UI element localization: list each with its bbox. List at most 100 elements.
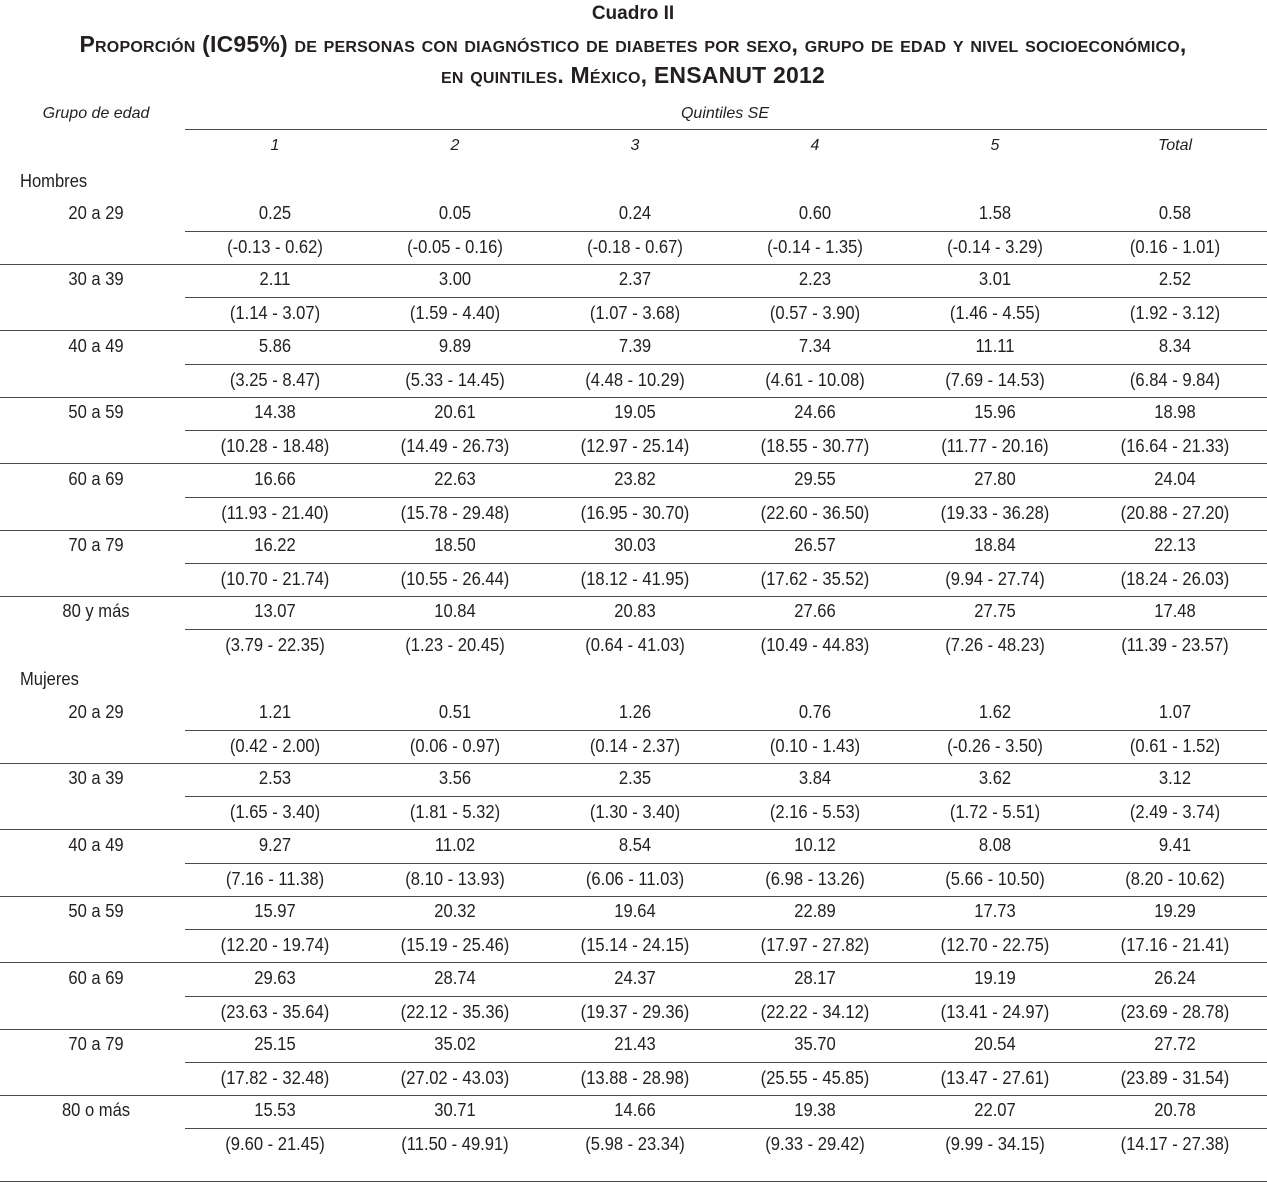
estimate-cell: 15.53: [254, 1100, 296, 1121]
estimate-cell: 19.19: [974, 967, 1016, 988]
ci-cell: (-0.14 - 1.35): [767, 237, 863, 257]
row-subdivider: [185, 496, 1267, 498]
ci-cell: (2.49 - 3.74): [1129, 802, 1221, 823]
ci-cell: (1.23 - 20.45): [405, 635, 505, 656]
ci-cell: (22.12 - 35.36): [400, 1001, 510, 1022]
ci-cell: (1.07 - 3.68): [589, 303, 681, 324]
estimate-cell: 19.29: [1154, 901, 1196, 922]
column-header: Total: [1157, 137, 1193, 154]
table-bottom-rule: [0, 1181, 1267, 1182]
section-label: Hombres: [20, 171, 88, 191]
table-number: Cuadro II: [591, 3, 675, 24]
estimate-cell: 3.84: [798, 768, 832, 789]
ci-cell: (23.63 - 35.64): [220, 1001, 330, 1022]
ci-cell: (2.16 - 5.53): [769, 802, 861, 823]
ci-cell: (11.93 - 21.40): [221, 502, 329, 523]
estimate-cell: 0.24: [618, 203, 652, 223]
estimate-cell: 0.60: [798, 203, 832, 223]
estimate-cell: 8.34: [1158, 335, 1192, 356]
estimate-cell: 2.37: [618, 269, 652, 290]
estimate-cell: 7.39: [618, 335, 652, 356]
ci-cell: (0.06 - 0.97): [409, 736, 501, 756]
ci-cell: (3.25 - 8.47): [229, 369, 321, 390]
age-group-label: 30 a 39: [68, 768, 124, 789]
estimate-cell: 28.74: [434, 967, 476, 988]
estimate-cell: 0.58: [1158, 203, 1192, 223]
ci-cell: (4.61 - 10.08): [765, 369, 865, 390]
row-divider: [0, 264, 1267, 265]
ci-cell: (23.69 - 28.78): [1120, 1001, 1230, 1022]
ci-cell: (20.88 - 27.20): [1120, 502, 1230, 523]
row-subdivider: [185, 563, 1267, 564]
estimate-cell: 27.66: [794, 601, 836, 622]
row-subdivider: [185, 796, 1267, 798]
ci-cell: (11.50 - 49.91): [401, 1134, 509, 1155]
column-header: 3: [630, 137, 640, 154]
estimate-cell: 16.66: [254, 468, 296, 489]
ci-cell: (6.84 - 9.84): [1129, 369, 1221, 390]
ci-cell: (27.02 - 43.03): [400, 1068, 510, 1088]
age-group-label: 60 a 69: [68, 468, 124, 489]
ci-cell: (3.79 - 22.35): [225, 635, 325, 656]
row-divider: [0, 829, 1267, 831]
ci-cell: (1.65 - 3.40): [229, 802, 321, 823]
estimate-cell: 26.57: [794, 535, 836, 555]
estimate-cell: 3.62: [978, 768, 1012, 789]
estimate-cell: 1.07: [1158, 702, 1192, 722]
estimate-cell: 18.98: [1154, 402, 1196, 423]
estimate-cell: 25.15: [254, 1034, 296, 1054]
age-group-label: 50 a 59: [68, 402, 124, 423]
ci-cell: (1.46 - 4.55): [949, 303, 1041, 324]
estimate-cell: 20.83: [614, 601, 656, 622]
ci-cell: (6.06 - 11.03): [585, 868, 685, 889]
ci-cell: (1.59 - 4.40): [409, 303, 501, 324]
ci-cell: (16.95 - 30.70): [580, 502, 690, 523]
ci-cell: (17.97 - 27.82): [760, 935, 870, 956]
ci-cell: (0.10 - 1.43): [769, 736, 861, 756]
age-group-label: 40 a 49: [68, 335, 124, 356]
row-subdivider: [185, 929, 1267, 931]
estimate-cell: 14.38: [254, 402, 296, 423]
estimate-cell: 14.66: [614, 1100, 656, 1121]
row-divider: [0, 895, 1267, 897]
age-group-label: 40 a 49: [68, 834, 124, 855]
ci-cell: (12.97 - 25.14): [580, 436, 690, 457]
estimate-cell: 27.75: [974, 601, 1016, 622]
estimate-cell: 0.25: [258, 203, 292, 223]
table-title-line-1: Proporción (IC95%) de personas con diagn…: [79, 31, 1187, 57]
row-subdivider: [185, 862, 1267, 864]
row-subdivider: [185, 730, 1267, 731]
estimate-cell: 3.00: [438, 269, 472, 290]
ci-cell: (0.64 - 41.03): [585, 635, 685, 656]
ci-cell: (-0.18 - 0.67): [587, 237, 683, 257]
estimate-cell: 26.24: [1154, 967, 1196, 988]
age-group-label: 80 y más: [62, 601, 130, 622]
estimate-cell: 29.55: [794, 468, 836, 489]
ci-cell: (11.39 - 23.57): [1121, 635, 1229, 656]
ci-cell: (12.70 - 22.75): [940, 935, 1050, 956]
estimate-cell: 3.01: [978, 269, 1012, 290]
estimate-cell: 18.84: [974, 535, 1016, 555]
row-divider: [0, 763, 1267, 764]
estimate-cell: 11.02: [434, 834, 476, 855]
row-subdivider: [185, 363, 1267, 365]
age-group-label: 80 o más: [61, 1100, 131, 1121]
age-group-label: 50 a 59: [68, 901, 124, 922]
row-subdivider: [185, 629, 1267, 631]
estimate-cell: 28.17: [794, 967, 836, 988]
ci-cell: (1.30 - 3.40): [589, 802, 681, 823]
ci-cell: (5.98 - 23.34): [585, 1134, 685, 1155]
estimate-cell: 20.61: [434, 402, 476, 423]
estimate-cell: 10.84: [434, 601, 476, 622]
estimate-cell: 15.96: [974, 402, 1016, 423]
estimate-cell: 21.43: [614, 1034, 656, 1054]
estimate-cell: 24.37: [614, 967, 656, 988]
ci-cell: (10.70 - 21.74): [220, 569, 330, 589]
estimate-cell: 27.80: [974, 468, 1016, 489]
row-divider: [0, 1095, 1267, 1096]
estimate-cell: 17.73: [974, 901, 1016, 922]
estimate-cell: 1.21: [258, 702, 292, 722]
column-header: 5: [990, 137, 1000, 154]
ci-cell: (15.19 - 25.46): [400, 935, 510, 956]
row-divider: [0, 463, 1267, 465]
